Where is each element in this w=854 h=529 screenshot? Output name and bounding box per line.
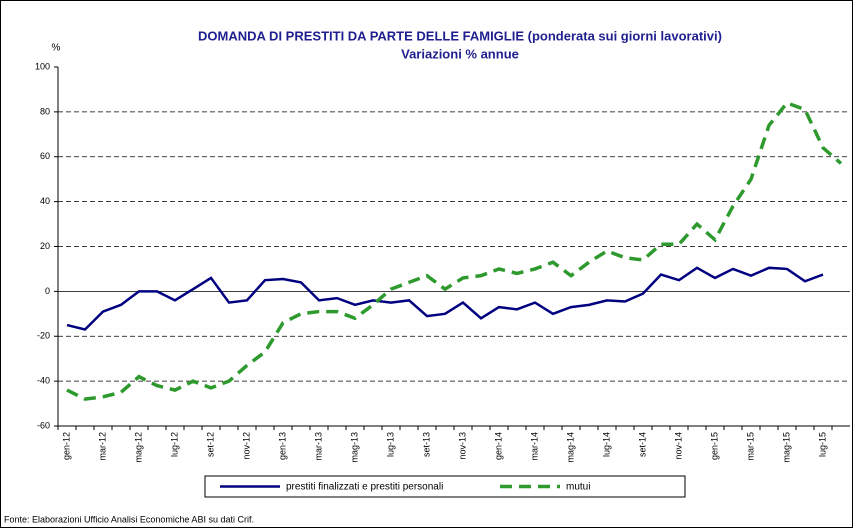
x-tick-label: lug-12 <box>169 432 179 457</box>
x-tick-label: mar-15 <box>745 432 755 461</box>
y-tick-label: 80 <box>40 106 50 116</box>
x-tick-label: gen-12 <box>61 432 71 460</box>
y-tick-label: 100 <box>35 61 50 71</box>
x-tick-label: mar-14 <box>529 432 539 461</box>
x-tick-label: nov-14 <box>673 432 683 460</box>
x-tick-label: gen-14 <box>493 432 503 460</box>
legend-label: mutui <box>566 482 590 493</box>
x-tick-label: mar-13 <box>313 432 323 461</box>
y-tick-label: -60 <box>37 420 50 430</box>
x-tick-label: mar-12 <box>97 432 107 461</box>
x-tick-label: lug-15 <box>817 432 827 457</box>
source-note: Fonte: Elaborazioni Ufficio Analisi Econ… <box>4 514 254 524</box>
chart-title: DOMANDA DI PRESTITI DA PARTE DELLE FAMIG… <box>198 28 722 43</box>
x-tick-label: set-12 <box>205 432 215 457</box>
y-tick-label: 60 <box>40 151 50 161</box>
x-tick-label: nov-12 <box>241 432 251 460</box>
x-tick-label: mag-15 <box>781 432 791 463</box>
chart-subtitle: Variazioni % annue <box>401 46 519 61</box>
x-tick-label: mag-13 <box>349 432 359 463</box>
x-tick-label: lug-13 <box>385 432 395 457</box>
legend <box>204 475 686 498</box>
y-tick-label: 40 <box>40 196 50 206</box>
x-tick-label: set-13 <box>421 432 431 457</box>
x-tick-label: gen-15 <box>709 432 719 460</box>
y-tick-label: -40 <box>37 376 50 386</box>
x-tick-label: lug-14 <box>601 432 611 457</box>
y-axis-label: % <box>52 43 61 54</box>
legend-label: prestiti finalizzati e prestiti personal… <box>286 482 443 493</box>
x-tick-label: gen-13 <box>277 432 287 460</box>
y-tick-label: -20 <box>37 331 50 341</box>
series-line <box>66 266 824 331</box>
x-tick-label: mag-12 <box>133 432 143 463</box>
x-tick-label: set-14 <box>637 432 647 457</box>
x-tick-label: mag-14 <box>565 432 575 463</box>
x-tick-label: nov-13 <box>457 432 467 460</box>
series-line <box>66 100 843 401</box>
y-tick-label: 0 <box>45 286 50 296</box>
y-tick-label: 20 <box>40 241 50 251</box>
